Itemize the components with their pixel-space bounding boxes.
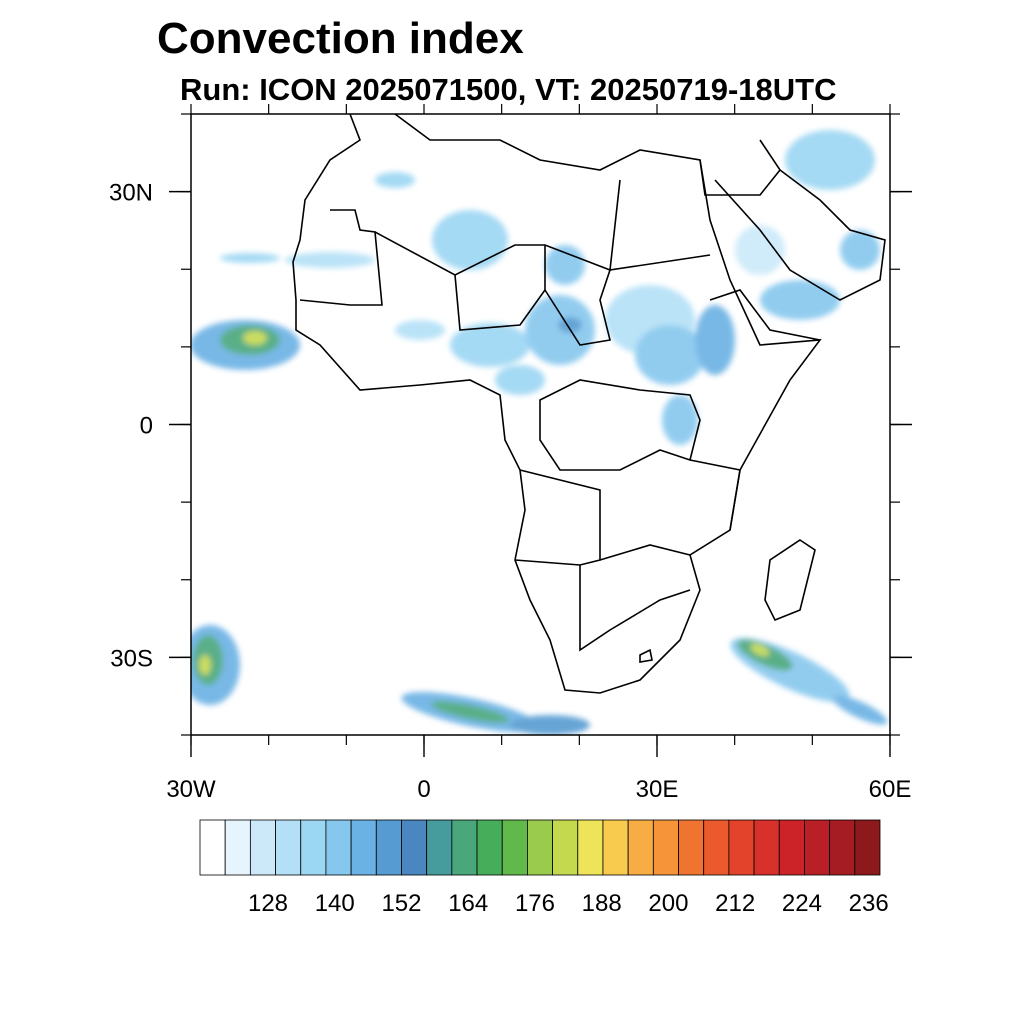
- convection-cell: [695, 305, 735, 375]
- border-line: [699, 159, 781, 196]
- colorbar-swatch: [527, 819, 553, 876]
- y-tick-label: 30N: [109, 180, 153, 207]
- border-line: [454, 245, 546, 331]
- border-line: [689, 459, 741, 531]
- map-axes: 30W 0 30E 60E 30N 0 30S: [109, 104, 912, 803]
- colorbar-swatch: [199, 819, 226, 876]
- colorbar-tick-label: 224: [782, 890, 822, 917]
- coastlines: [292, 114, 886, 694]
- colorbar-swatch: [476, 819, 503, 876]
- colorbar-swatch: [249, 819, 276, 876]
- colorbar: 128 140 152 164 176 188 200 212 224 236: [199, 819, 889, 917]
- colorbar-swatch: [602, 819, 629, 876]
- convection-cell: [662, 395, 698, 445]
- convection-cell: [220, 253, 280, 263]
- y-tick-label: 0: [140, 413, 153, 440]
- colorbar-swatch: [678, 819, 705, 876]
- colorbar-swatch: [728, 819, 755, 876]
- convection-cell: [760, 280, 840, 320]
- colorbar-swatch: [375, 819, 402, 876]
- colorbar-swatch: [703, 819, 730, 876]
- colorbar-swatch: [577, 819, 604, 876]
- convection-cell: [840, 230, 880, 270]
- lesotho-border: [639, 648, 653, 663]
- colorbar-tick-label: 236: [849, 890, 889, 917]
- chart-subtitle: Run: ICON 2025071500, VT: 20250719-18UTC: [180, 72, 837, 107]
- convection-cell: [432, 210, 508, 270]
- colorbar-swatch: [224, 819, 251, 876]
- colorbar-swatch: [350, 819, 377, 876]
- colorbar-swatch: [778, 819, 805, 876]
- arabia-coastline: [714, 139, 886, 301]
- colorbar-swatch: [552, 819, 579, 876]
- border-line: [544, 254, 711, 346]
- colorbar-swatch: [300, 819, 327, 876]
- colorbar-swatch: [627, 819, 654, 876]
- convection-cell: [199, 655, 211, 675]
- colorbar-tick-label: 164: [448, 890, 488, 917]
- convection-cell: [832, 695, 888, 725]
- convection-cell: [510, 715, 590, 735]
- colorbar-tick-label: 152: [381, 890, 421, 917]
- colorbar-swatch: [652, 819, 679, 876]
- colorbar-swatch: [753, 819, 780, 876]
- colorbar-swatch: [451, 819, 478, 876]
- colorbar-swatch: [829, 819, 856, 876]
- convection-cell: [375, 172, 415, 188]
- colorbar-swatch: [401, 819, 428, 876]
- x-tick-label: 30E: [636, 776, 679, 803]
- colorbar-swatch: [854, 819, 881, 876]
- colorbar-swatch: [804, 819, 831, 876]
- x-tick-label: 30W: [166, 776, 216, 803]
- x-tick-label: 0: [417, 776, 430, 803]
- convection-cell: [395, 320, 445, 340]
- colorbar-swatch: [426, 819, 453, 876]
- convection-cell: [495, 365, 545, 395]
- convection-cell: [735, 225, 785, 275]
- colorbar-swatch: [275, 819, 302, 876]
- convection-cell: [545, 245, 585, 285]
- convection-cell: [450, 323, 530, 367]
- convection-cell: [243, 331, 267, 345]
- convection-cell: [785, 130, 875, 190]
- africa-coastline: [292, 114, 822, 694]
- border-line: [374, 179, 621, 276]
- chart-title: Convection index: [157, 14, 524, 63]
- colorbar-swatch: [501, 819, 528, 876]
- colorbar-tick-label: 200: [648, 890, 688, 917]
- y-tick-label: 30S: [110, 645, 153, 672]
- convection-cell: [285, 252, 375, 268]
- border-line: [599, 544, 691, 561]
- colorbar-tick-label: 176: [515, 890, 555, 917]
- colorbar-tick-label: 188: [582, 890, 622, 917]
- convection-cell: [525, 295, 595, 365]
- border-line: [709, 289, 821, 341]
- convection-cell: [750, 643, 770, 657]
- colorbar-tick-label: 212: [715, 890, 755, 917]
- convection-field: [191, 114, 888, 735]
- convection-cell: [430, 701, 510, 723]
- colorbar-swatch: [325, 819, 352, 876]
- colorbar-tick-label: 140: [315, 890, 355, 917]
- border-line: [579, 565, 691, 652]
- border-line: [514, 469, 601, 566]
- madagascar-coastline: [764, 539, 816, 622]
- convection-cell: [635, 325, 705, 385]
- colorbar-tick-label: 128: [248, 890, 288, 917]
- x-tick-label: 60E: [869, 776, 912, 803]
